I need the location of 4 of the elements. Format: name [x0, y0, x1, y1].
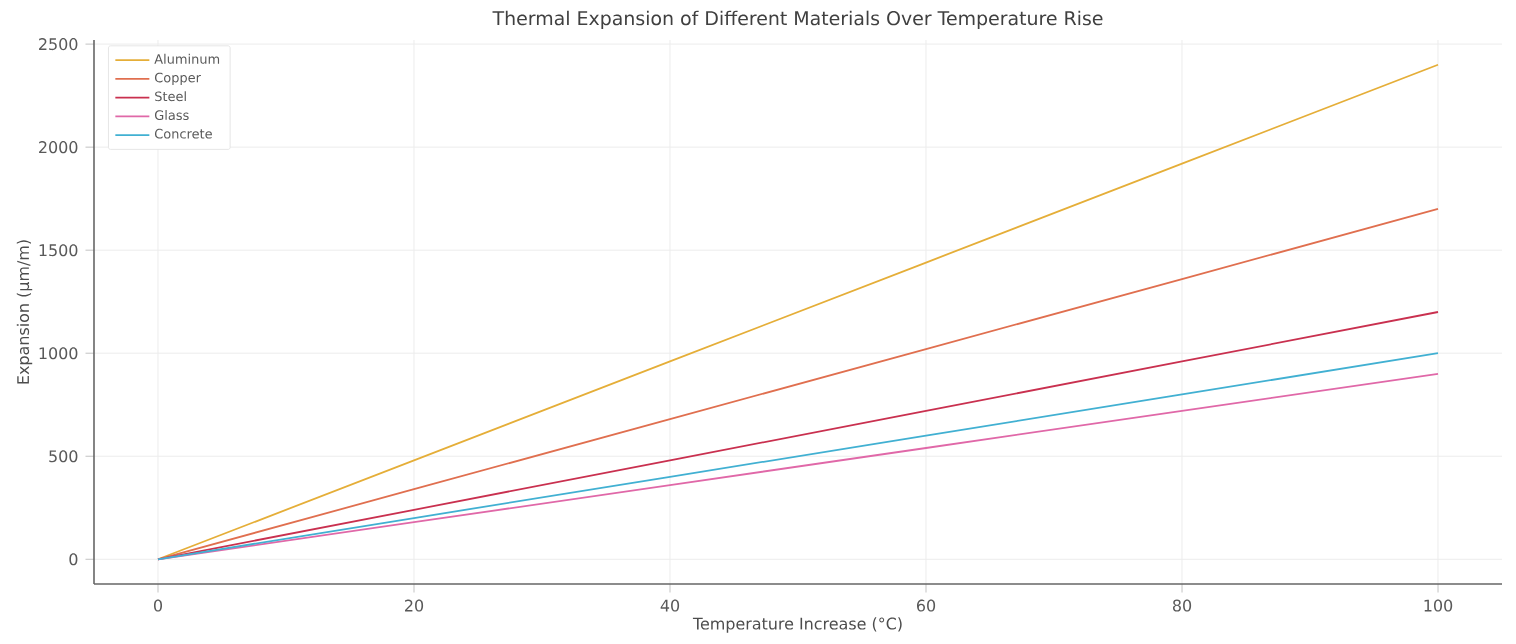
line-series: [157, 311, 1439, 561]
line-series: [157, 63, 1439, 561]
chart-title: Thermal Expansion of Different Materials Over Temperature Rise: [492, 10, 1103, 29]
line-series: [157, 208, 1439, 561]
